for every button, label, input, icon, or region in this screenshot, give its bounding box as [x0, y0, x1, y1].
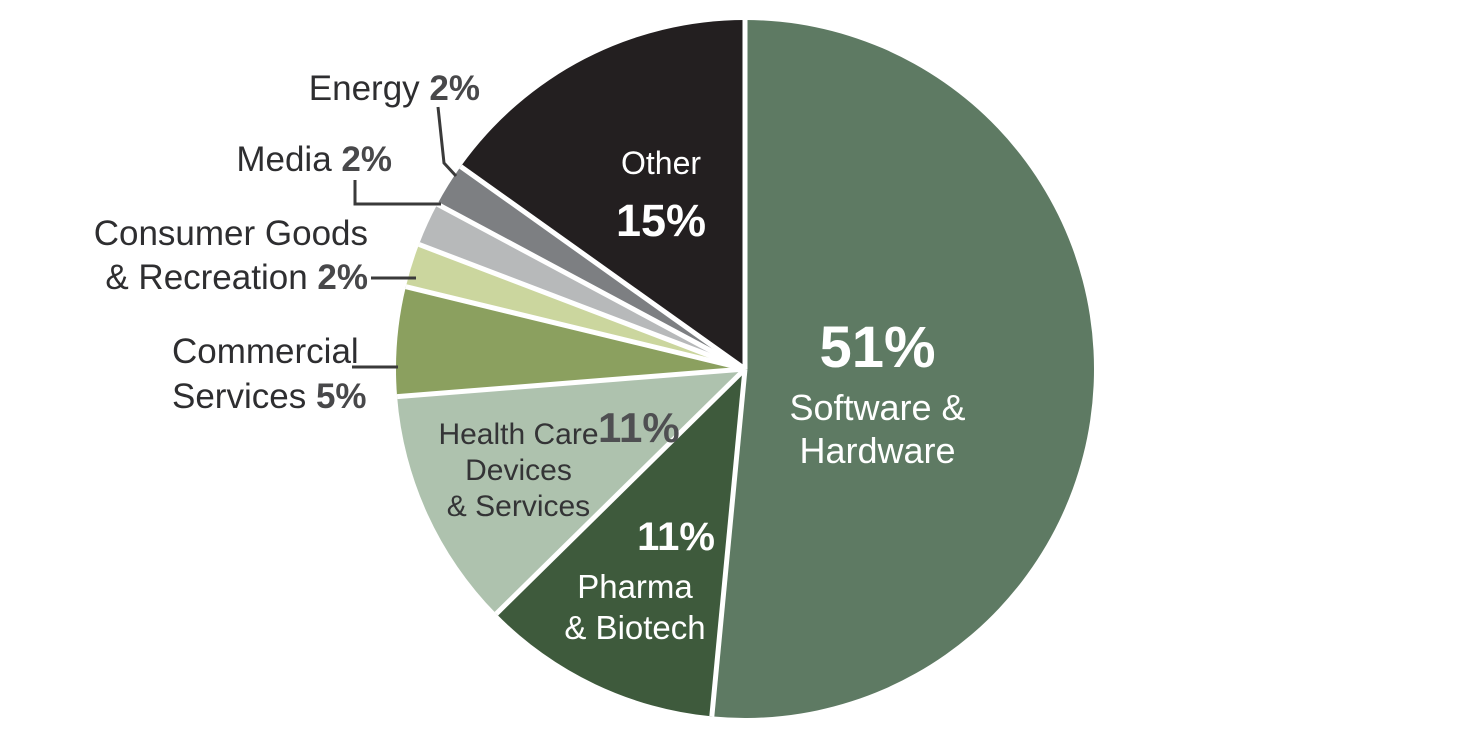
- health-care-line1: Health Care: [438, 418, 599, 451]
- consumer-goods-percent: 2%: [317, 258, 368, 297]
- label-software-hardware: 51% Software & Hardware: [785, 316, 970, 472]
- separator-line: [436, 201, 747, 372]
- other-name: Other: [620, 145, 702, 181]
- energy-leader-line: [436, 106, 458, 178]
- other-percent: 15%: [615, 195, 707, 246]
- label-pharma-biotech: Pharma & Biotech: [545, 566, 725, 648]
- pie-slices-group: [396, 20, 1095, 718]
- separator-line: [459, 164, 747, 372]
- separator-line: [405, 284, 746, 372]
- pharma-line1: Pharma: [577, 568, 693, 605]
- media-percent: 2%: [341, 140, 392, 179]
- pie-slice-software-hardware: [711, 20, 1095, 718]
- media-name: Media: [236, 140, 332, 179]
- health-care-percent: 11%: [598, 404, 680, 451]
- label-energy: Energy 2%: [230, 68, 480, 110]
- pie-slice-pharma-biotech: [496, 369, 745, 717]
- pie-slice-health-care-devices-services: [397, 369, 745, 614]
- separator-line: [396, 366, 746, 400]
- label-media: Media 2%: [180, 139, 392, 181]
- energy-name: Energy: [308, 69, 420, 108]
- health-care-line2: Devices: [465, 454, 572, 487]
- label-consumer-goods: Consumer Goods & Recreation 2%: [78, 212, 368, 300]
- pharma-line2: & Biotech: [564, 609, 706, 646]
- software-hardware-line1: Software &: [789, 387, 966, 428]
- label-commercial-services: Commercial Services 5%: [172, 329, 412, 419]
- separator-line: [418, 242, 746, 372]
- software-hardware-line2: Hardware: [799, 430, 956, 471]
- commercial-services-percent: 5%: [315, 377, 367, 416]
- separator-line: [494, 367, 747, 616]
- commercial-services-line1: Commercial: [172, 332, 359, 371]
- pie-slice-energy: [437, 166, 745, 369]
- pie-slice-other: [460, 20, 745, 369]
- slice-separator-lines: [396, 20, 748, 717]
- consumer-goods-line2: & Recreation 2%: [105, 258, 368, 297]
- software-hardware-percent: 51%: [819, 315, 936, 380]
- commercial-services-line2: Services 5%: [172, 377, 367, 416]
- label-other: Other 15%: [587, 144, 735, 248]
- label-health-care: Health Care Devices & Services: [436, 417, 601, 525]
- media-leader-line: [353, 180, 441, 206]
- health-care-line3: & Services: [446, 490, 591, 523]
- consumer-goods-line1: Consumer Goods: [93, 214, 368, 253]
- pie-slice-commercial-services: [396, 286, 745, 397]
- pharma-percent: 11%: [637, 515, 715, 559]
- energy-percent: 2%: [429, 69, 480, 108]
- separator-line: [709, 368, 748, 717]
